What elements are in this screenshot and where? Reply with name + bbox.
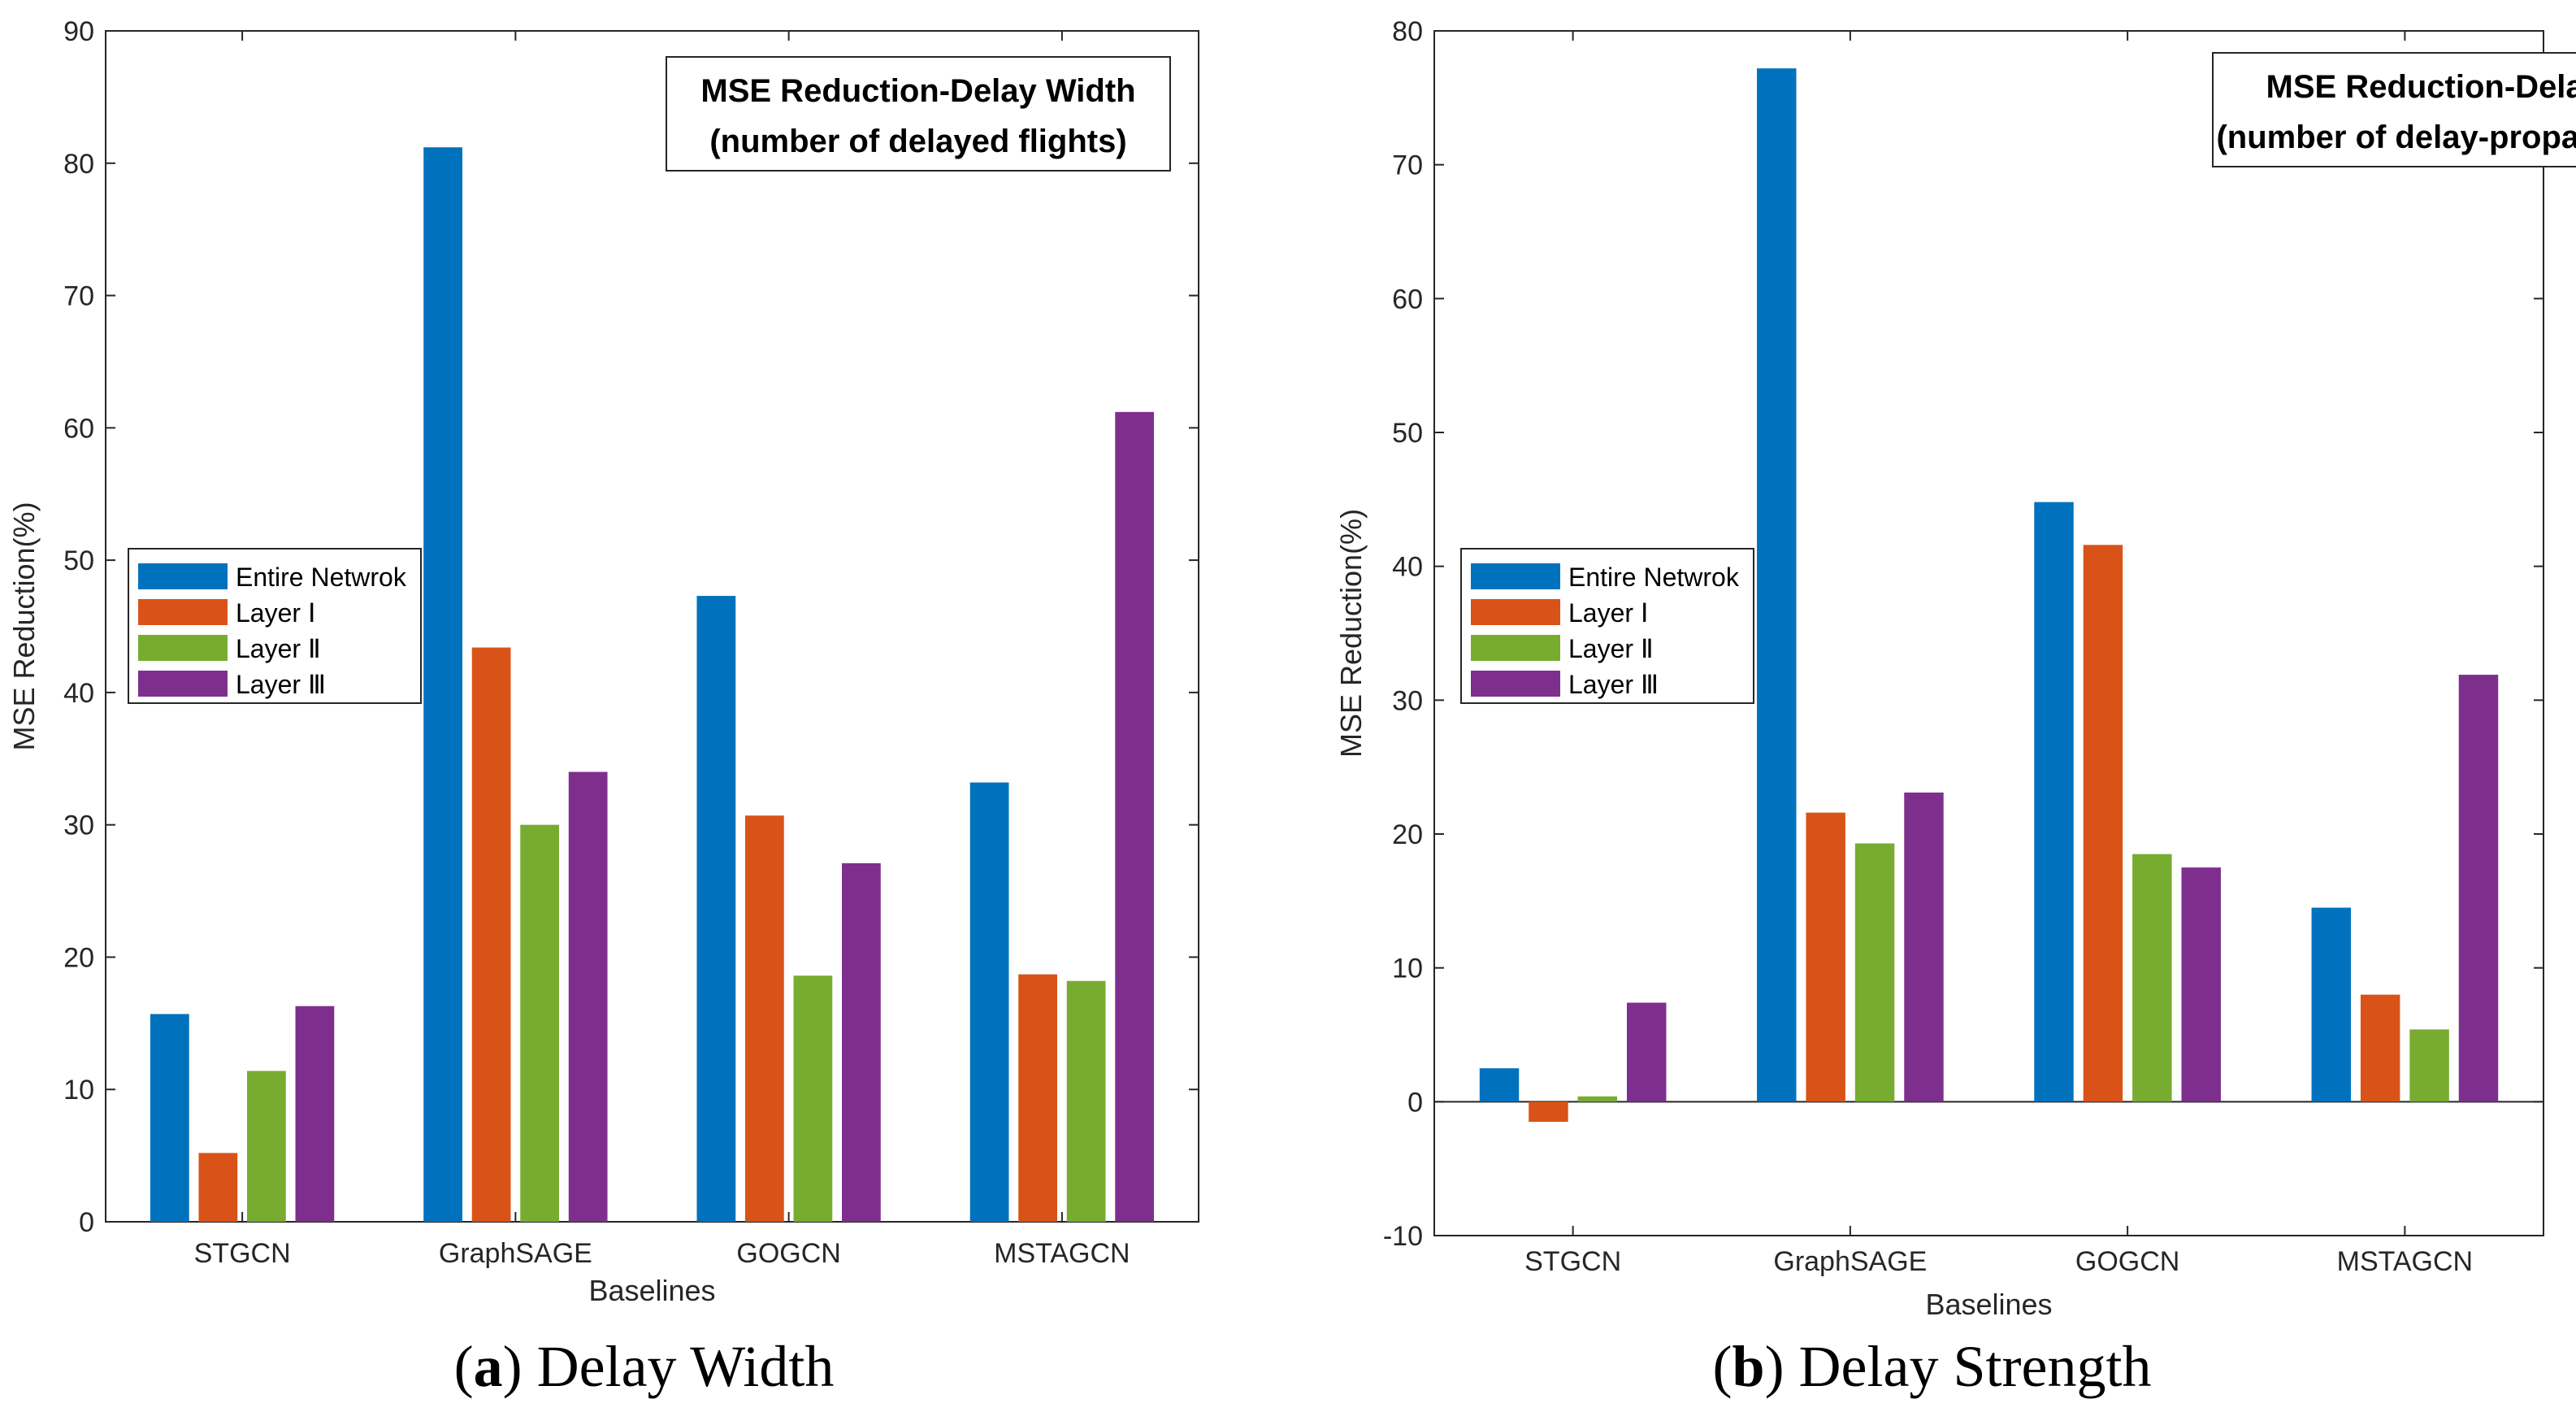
bar-stgcn-series-2 — [1529, 1101, 1568, 1123]
bar-graphsage-series-3 — [520, 824, 560, 1222]
legend-swatch-4 — [1471, 671, 1560, 697]
bar-stgcn-series-1 — [150, 1014, 189, 1222]
x-axis-label: Baselines — [588, 1274, 715, 1307]
y-tick-label: 80 — [63, 149, 94, 180]
y-tick-label: 70 — [63, 281, 94, 312]
caption-a: (a) Delay Width — [453, 1334, 835, 1399]
bar-stgcn-series-4 — [1626, 1002, 1667, 1102]
legend-swatch-3 — [138, 635, 228, 661]
y-tick-label: 40 — [1392, 552, 1423, 583]
y-tick-label: 80 — [1392, 16, 1423, 47]
bar-graphsage-series-3 — [1854, 843, 1895, 1102]
legend-label-2: Layer Ⅰ — [1568, 598, 1648, 628]
bar-gogcn-series-1 — [2034, 502, 2074, 1102]
y-tick-label: 90 — [63, 16, 94, 47]
title-box-a — [666, 56, 1171, 172]
y-tick-label: 10 — [63, 1075, 94, 1106]
y-tick-label: 0 — [79, 1207, 94, 1238]
bar-mstagcn-series-4 — [2458, 675, 2499, 1102]
legend-swatch-1 — [1471, 563, 1560, 589]
bar-graphsage-series-4 — [1904, 792, 1944, 1102]
bar-stgcn-series-2 — [198, 1153, 238, 1222]
y-tick-label: 40 — [63, 678, 94, 709]
bar-mstagcn-series-4 — [1115, 411, 1155, 1222]
bar-gogcn-series-2 — [2083, 545, 2123, 1102]
legend-swatch-4 — [138, 671, 228, 697]
bar-stgcn-series-4 — [295, 1006, 335, 1222]
bar-gogcn-series-1 — [696, 596, 736, 1222]
y-axis-label: MSE Reduction(%) — [7, 502, 41, 750]
legend-label-4: Layer Ⅲ — [236, 670, 326, 699]
title-box-b — [2212, 52, 2576, 167]
legend-label-3: Layer Ⅱ — [236, 634, 321, 663]
bar-gogcn-series-4 — [2181, 867, 2221, 1102]
bar-mstagcn-series-1 — [2311, 907, 2352, 1102]
x-tick-label-graphsage: GraphSAGE — [439, 1238, 592, 1269]
chart-b: -10 0 10 20 30 40 50 60 70 80 STGCN GraphSAGE GOGCN M… — [1334, 16, 2576, 1321]
legend-swatch-2 — [138, 599, 228, 625]
bar-graphsage-series-1 — [423, 147, 462, 1223]
y-tick-label: 50 — [1392, 418, 1423, 449]
bar-mstagcn-series-3 — [1066, 980, 1106, 1222]
bar-graphsage-series-1 — [1757, 68, 1797, 1102]
y-tick-label: 30 — [1392, 685, 1423, 716]
bar-graphsage-series-2 — [471, 647, 511, 1222]
bar-mstagcn-series-2 — [2360, 994, 2400, 1102]
x-tick-label-mstagcn: MSTAGCN — [2337, 1246, 2473, 1277]
caption-a-text: Delay Width — [536, 1334, 835, 1399]
bar-gogcn-series-3 — [793, 975, 833, 1222]
bar-gogcn-series-2 — [744, 815, 784, 1222]
chart-title-line-1: MSE Reduction-Delay Strength — [2266, 69, 2576, 105]
chart-title-line-2: (number of delay-propagating flights) — [2216, 119, 2576, 155]
legend-swatch-2 — [1471, 599, 1560, 625]
caption-b-text: Delay Strength — [1798, 1334, 2152, 1399]
y-tick-label: 20 — [63, 942, 94, 973]
y-tick-label: 0 — [1407, 1087, 1423, 1118]
caption-b: (b) Delay Strength — [1712, 1334, 2152, 1399]
y-tick-label: 60 — [63, 413, 94, 444]
y-axis-label: MSE Reduction(%) — [1334, 509, 1368, 758]
bar-stgcn-series-1 — [1479, 1068, 1520, 1102]
y-tick-label: 20 — [1392, 819, 1423, 850]
y-tick-label: 30 — [63, 810, 94, 841]
legend-label-4: Layer Ⅲ — [1568, 670, 1659, 699]
chart-panel-b: -10 0 10 20 30 40 50 60 70 80 STGCN GraphSAGE GOGCN M… — [1288, 0, 2576, 1425]
legend-swatch-3 — [1471, 635, 1560, 661]
legend-label-2: Layer Ⅰ — [236, 598, 315, 628]
x-tick-label-mstagcn: MSTAGCN — [994, 1238, 1130, 1269]
x-tick-label-stgcn: STGCN — [194, 1238, 291, 1269]
bar-stgcn-series-3 — [247, 1071, 286, 1222]
y-tick-label: 10 — [1392, 954, 1423, 984]
legend-label-1: Entire Netwrok — [236, 563, 407, 592]
y-tick-label: -10 — [1383, 1221, 1423, 1252]
legend-swatch-1 — [138, 563, 228, 589]
bar-gogcn-series-4 — [842, 862, 881, 1222]
legend-label-3: Layer Ⅱ — [1568, 634, 1654, 663]
bar-gogcn-series-3 — [2132, 854, 2172, 1102]
chart-title-line-2: (number of delayed flights) — [709, 124, 1126, 159]
bar-stgcn-series-3 — [1577, 1096, 1618, 1102]
x-tick-label-gogcn: GOGCN — [736, 1238, 840, 1269]
caption-a-letter: a — [473, 1334, 503, 1399]
chart-title-line-1: MSE Reduction-Delay Width — [700, 73, 1135, 109]
bar-mstagcn-series-3 — [2409, 1029, 2449, 1102]
legend-label-1: Entire Netwrok — [1568, 563, 1740, 592]
y-tick-label: 60 — [1392, 284, 1423, 315]
x-axis-label: Baselines — [1925, 1288, 2052, 1321]
y-tick-label: 70 — [1392, 150, 1423, 181]
bar-graphsage-series-4 — [568, 771, 608, 1222]
x-tick-label-gogcn: GOGCN — [2075, 1246, 2179, 1277]
caption-b-letter: b — [1732, 1334, 1765, 1399]
x-tick-label-stgcn: STGCN — [1524, 1246, 1621, 1277]
bar-mstagcn-series-1 — [969, 782, 1009, 1222]
bar-graphsage-series-2 — [1806, 812, 1845, 1102]
y-tick-label: 50 — [63, 545, 94, 576]
bar-mstagcn-series-2 — [1018, 974, 1057, 1222]
chart-panel-a: 0 10 20 30 40 50 60 70 80 90 STGCN GraphSAGE GOGCN MS… — [7, 16, 1199, 1399]
chart-a: 0 10 20 30 40 50 60 70 80 90 STGCN GraphSAGE GOGCN MS… — [7, 16, 1199, 1307]
x-tick-label-graphsage: GraphSAGE — [1773, 1246, 1927, 1277]
